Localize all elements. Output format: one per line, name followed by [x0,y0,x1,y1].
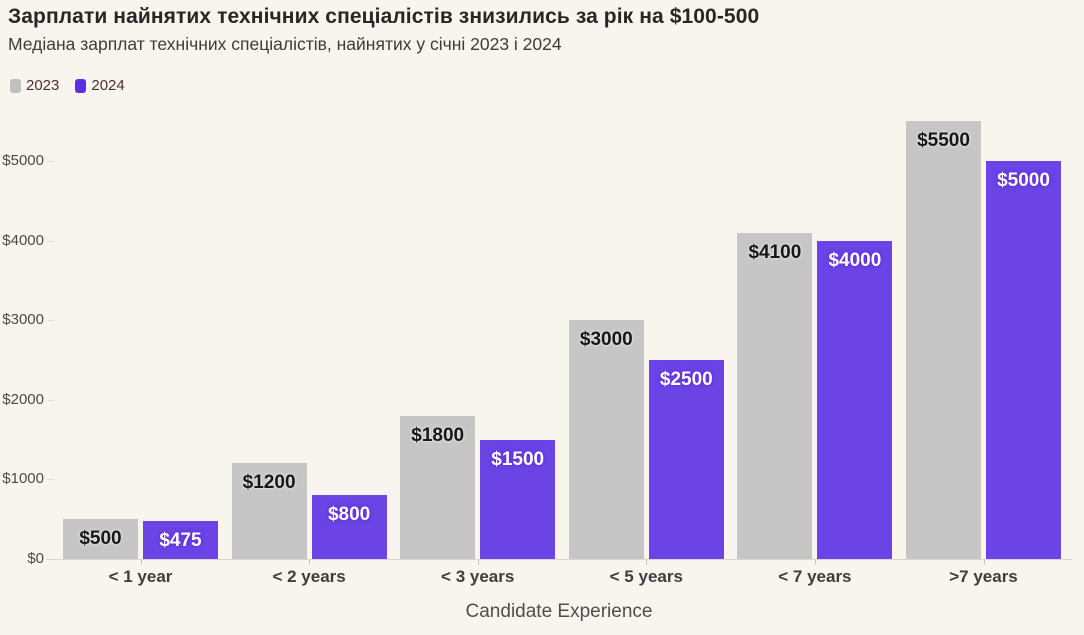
bar-2023: $1200 [231,463,307,559]
bar-2024: $1500 [480,439,556,559]
y-tick-label: $3000 [2,311,44,329]
legend: 2023 2024 [10,77,125,94]
x-tick-mark [646,560,648,565]
bar-2023: $1800 [400,415,476,559]
bar-2024: $5000 [986,161,1061,559]
y-tick-mark [47,161,55,162]
y-tick-mark [47,479,55,481]
y-tick-mark [47,399,55,401]
x-tick-mark [309,560,311,565]
bar-2024: $2500 [648,360,724,559]
bar-value-label: $4000 [828,249,882,271]
bar-2023: $5500 [906,121,981,559]
legend-item-2023: 2023 [10,77,59,94]
bar-2024: $475 [143,521,218,559]
bar-2024: $4000 [817,240,893,559]
y-tick-label: $2000 [2,390,44,408]
bar-value-label: $2500 [659,369,713,390]
bar-2023: $3000 [568,320,644,559]
bar-value-label: $5000 [997,170,1050,191]
x-tick-mark [983,560,985,565]
x-tick-label: < 5 years [609,567,683,586]
legend-item-2024: 2024 [75,77,125,94]
x-axis-title: Candidate Experience [465,601,653,622]
chart-title: Зарплати найнятих технічних спеціалістів… [8,5,760,28]
bar-value-label: $800 [327,504,371,526]
x-tick-label: < 3 years [441,567,515,586]
y-tick-label: $0 [27,550,44,567]
bar-value-label: $1200 [242,472,296,494]
legend-label: 2024 [91,77,125,94]
bar-2023: $500 [63,519,138,559]
bar-value-label: $1800 [411,424,465,446]
y-tick-label: $5000 [2,152,44,169]
bar-value-label: $3000 [579,329,633,351]
bar-value-label: $475 [159,530,202,552]
x-axis-line [46,559,1072,560]
bar-value-label: $500 [79,528,122,550]
x-tick-label: < 2 years [272,567,346,586]
x-tick-mark [477,560,479,565]
x-tick-label: >7 years [949,567,1018,586]
legend-label: 2023 [26,77,60,94]
bar-2023: $4100 [737,232,813,559]
legend-swatch-2024 [75,78,87,93]
x-tick-label: < 7 years [778,567,852,586]
y-tick-mark [47,240,55,242]
x-tick-mark [140,560,142,565]
y-tick-label: $1000 [2,470,44,488]
bar-2024: $800 [311,495,387,559]
bar-value-label: $5500 [917,130,970,152]
legend-swatch-2023 [10,78,21,93]
x-tick-mark [814,560,816,565]
chart-subtitle: Медіана зарплат технічних спеціалістів, … [8,34,562,54]
y-tick-mark [47,320,55,322]
y-tick-label: $4000 [2,231,44,249]
x-tick-label: < 1 year [108,567,173,586]
bar-value-label: $4100 [748,241,802,263]
bar-value-label: $1500 [491,448,545,470]
